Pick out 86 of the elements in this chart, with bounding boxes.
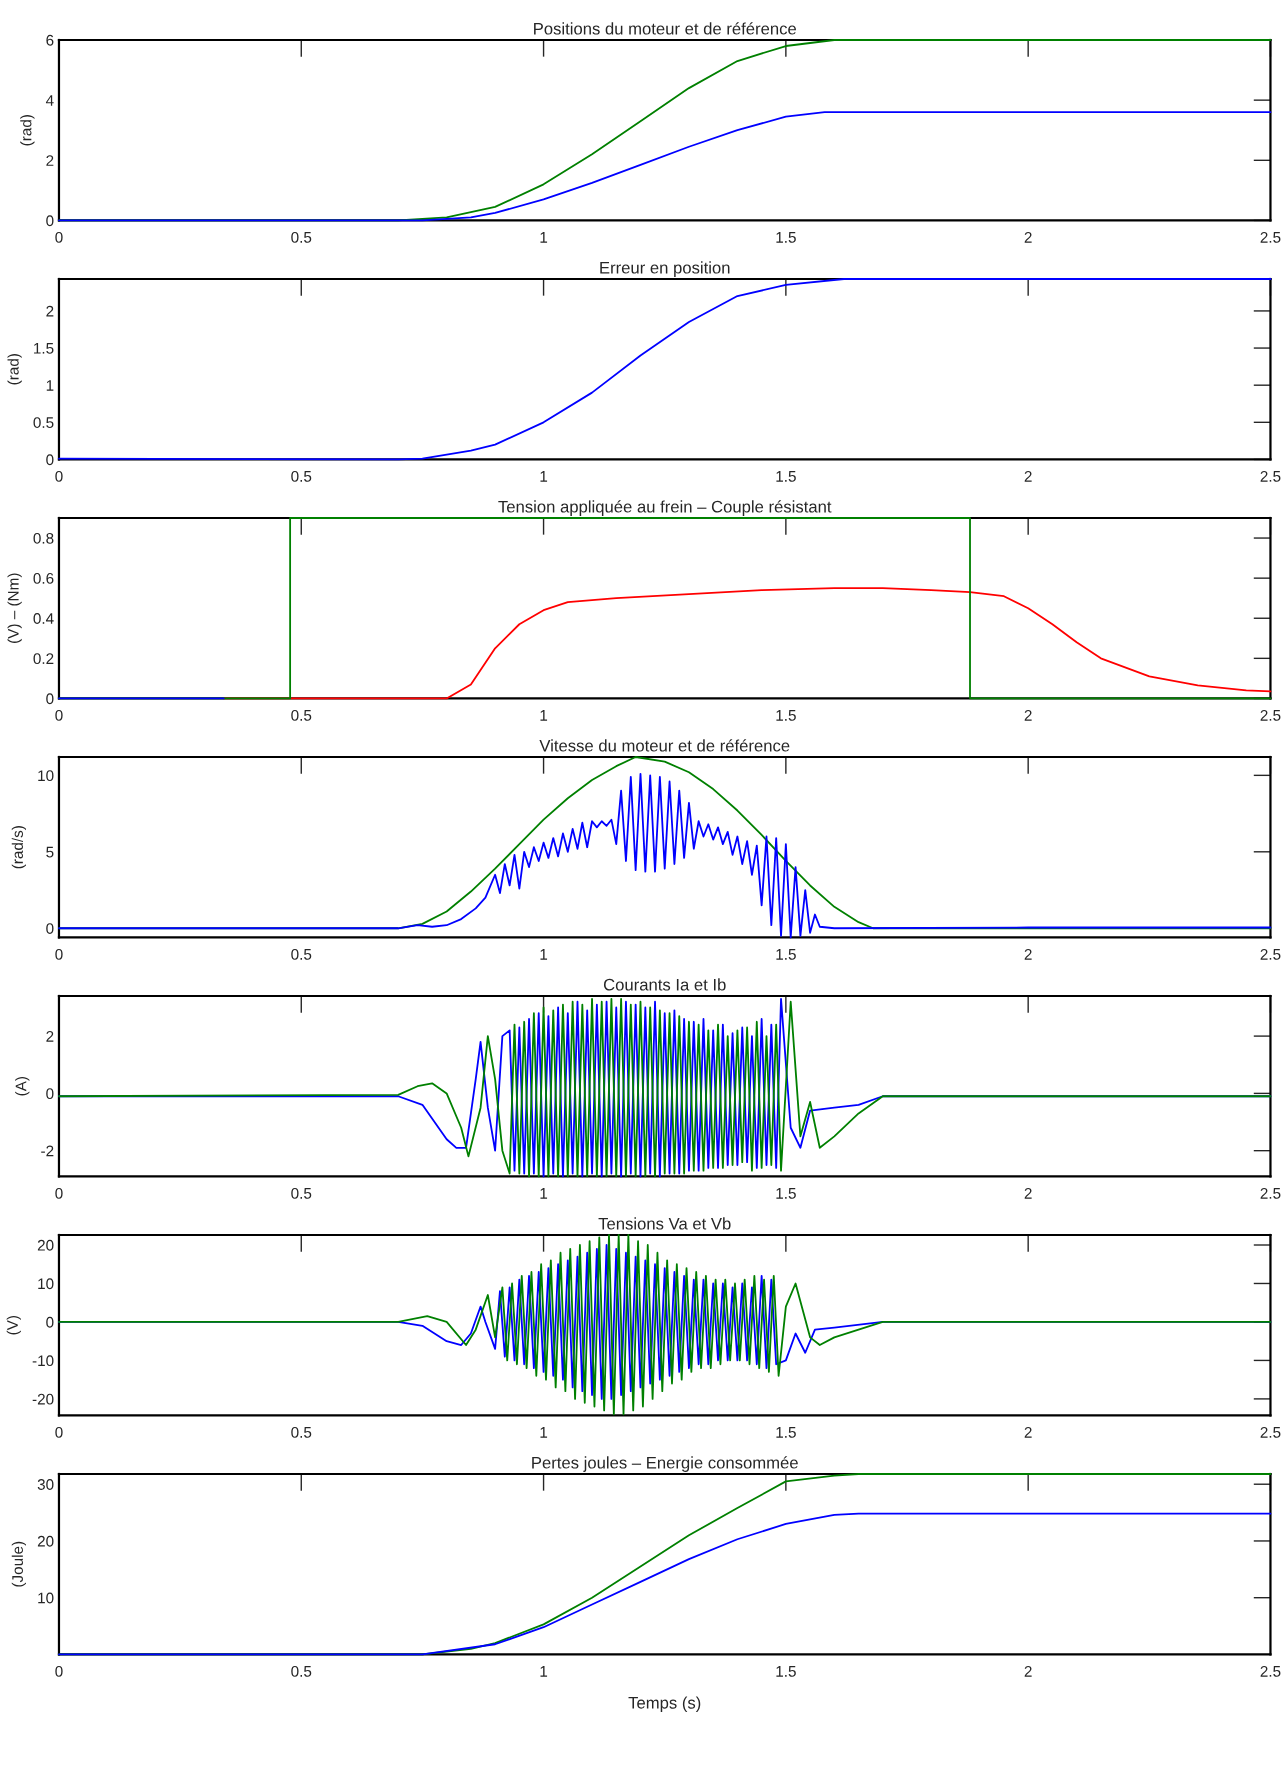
x-tick-label: 1.5 — [776, 710, 796, 721]
y-tick-label: 0 — [46, 923, 54, 934]
x-tick-label: 1 — [540, 949, 548, 960]
x-tick-label: 1.5 — [776, 1427, 796, 1438]
y-axis-title: (A) — [15, 1076, 30, 1096]
y-axis-title: (V) — [6, 1315, 21, 1335]
x-tick-label: 0 — [55, 948, 63, 960]
y-axis-title: (Joule) — [11, 1541, 26, 1587]
chart-title: Tension appliquée au frein – Couple résistant — [498, 500, 832, 516]
x-tick-label: 1.5 — [776, 1188, 796, 1199]
x-tick-label: 2 — [1024, 948, 1032, 960]
y-tick-label: 0.6 — [33, 573, 54, 584]
y-tick-label: -2 — [41, 1145, 54, 1157]
x-tick-label: 0 — [55, 1665, 63, 1677]
y-axis-title: (V) – (Nm) — [7, 573, 22, 643]
y-axis-title: (rad) — [20, 115, 35, 146]
x-tick-label: 2 — [1024, 709, 1032, 721]
y-tick-label: 0.2 — [33, 653, 54, 665]
x-tick-label: 0 — [55, 1426, 63, 1438]
y-tick-label: 20 — [37, 1535, 54, 1547]
x-tick-label: 0.5 — [291, 1426, 312, 1438]
y-tick-label: 0 — [46, 454, 54, 466]
chart-title: Vitesse du moteur et de référence — [539, 739, 790, 752]
y-tick-label: 0 — [46, 215, 54, 227]
y-tick-label: -20 — [32, 1393, 54, 1405]
y-tick-label: 2 — [46, 155, 54, 166]
x-tick-label: 2.5 — [1260, 1665, 1281, 1677]
x-tick-label: 0.5 — [291, 231, 312, 243]
x-tick-label: 1 — [540, 1188, 548, 1199]
y-tick-label: 20 — [37, 1239, 54, 1251]
y-tick-label: 2 — [46, 305, 54, 317]
x-tick-label: 0.5 — [291, 1187, 312, 1199]
x-tick-label: 2.5 — [1260, 1187, 1281, 1199]
x-tick-label: 2 — [1024, 470, 1032, 482]
y-tick-label: 30 — [37, 1479, 54, 1490]
y-tick-label: 0.5 — [33, 417, 54, 428]
x-tick-label: 2.5 — [1260, 948, 1281, 960]
x-tick-label: 1.5 — [776, 471, 796, 482]
chart-title: Erreur en position — [600, 261, 730, 277]
x-tick-label: 0 — [55, 470, 63, 482]
x-tick-label: 2 — [1024, 231, 1032, 243]
y-tick-label: 0 — [46, 1088, 54, 1100]
x-tick-label: 0 — [55, 231, 63, 243]
y-tick-label: 0.8 — [33, 532, 54, 544]
y-tick-label: 1 — [46, 380, 54, 391]
y-tick-label: 2 — [46, 1030, 54, 1042]
chart-title: Tensions Va et Vb — [598, 1217, 731, 1230]
x-tick-label: 2.5 — [1260, 1426, 1281, 1438]
y-tick-label: 1.5 — [34, 343, 54, 354]
x-tick-label: 2.5 — [1260, 470, 1281, 482]
x-tick-label: 1 — [540, 232, 548, 243]
x-tick-label: 2 — [1024, 1426, 1032, 1438]
x-tick-label: 1.5 — [776, 1666, 796, 1677]
line-series — [58, 278, 1272, 461]
x-tick-label: 2 — [1024, 1187, 1032, 1199]
x-tick-label: 1 — [540, 1427, 548, 1438]
y-tick-label: 4 — [45, 95, 54, 106]
x-tick-label: 2 — [1024, 1665, 1032, 1677]
y-tick-label: 0 — [46, 1316, 54, 1328]
x-tick-label: 1 — [540, 710, 548, 721]
y-tick-label: 10 — [38, 1278, 54, 1290]
y-axis-title: (rad) — [7, 354, 22, 385]
y-tick-label: 10 — [38, 1592, 54, 1604]
x-tick-label: 0.5 — [291, 1665, 312, 1677]
y-axis-title: (rad/s) — [11, 826, 26, 869]
chart-title: Courants Ia et Ib — [603, 978, 726, 991]
chart-title: Pertes joules – Energie consommée — [532, 1456, 798, 1472]
y-tick-label: 6 — [46, 34, 54, 46]
x-tick-label: 1 — [540, 1666, 548, 1677]
x-tick-label: 0 — [55, 1187, 63, 1199]
y-tick-label: 0 — [46, 693, 54, 705]
x-tick-label: 1.5 — [776, 232, 796, 243]
x-tick-label: 0.5 — [291, 709, 312, 721]
y-tick-label: -10 — [32, 1355, 54, 1367]
chart-title: Positions du moteur et de référence — [534, 22, 797, 35]
y-tick-label: 0.4 — [33, 613, 54, 624]
x-tick-label: 0 — [55, 709, 63, 721]
y-tick-label: 10 — [38, 770, 54, 782]
x-tick-label: 2.5 — [1260, 709, 1281, 721]
y-tick-label: 5 — [46, 846, 54, 858]
x-tick-label: 1 — [540, 471, 548, 482]
x-tick-label: 0.5 — [291, 470, 312, 482]
x-tick-label: 2.5 — [1260, 231, 1281, 243]
x-tick-label: 0.5 — [291, 948, 312, 960]
x-axis-title: Temps (s) — [628, 1696, 701, 1712]
x-tick-label: 1.5 — [776, 949, 796, 960]
